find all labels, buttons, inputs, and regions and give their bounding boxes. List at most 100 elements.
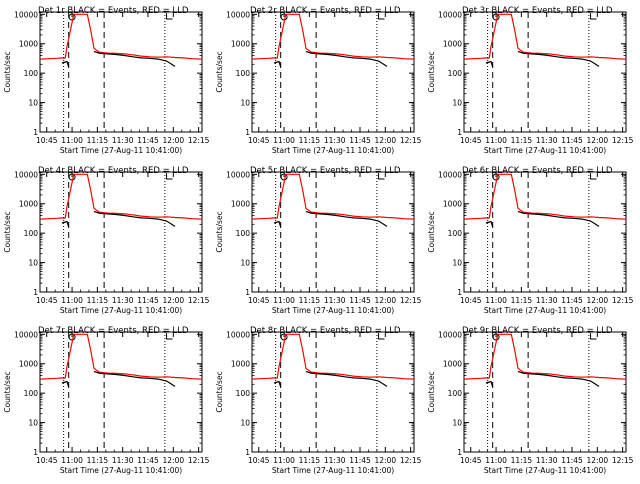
- bracket-marker: [590, 333, 597, 340]
- x-tick-label: 11:45: [561, 296, 583, 305]
- panel-title: Det 3r BLACK = Events, RED = LLD: [462, 6, 613, 16]
- x-tick-label: 10:45: [460, 456, 482, 465]
- series-lld-line: [464, 173, 626, 220]
- y-tick-label: 10: [452, 259, 462, 268]
- panel-1: Det 1r BLACK = Events, RED = LLD 1 10 100 10…: [3, 6, 210, 155]
- x-tick-label: 11:30: [324, 136, 346, 145]
- x-tick-label: 10:45: [248, 456, 270, 465]
- y-tick-label: 10000: [438, 170, 462, 179]
- y-tick-label: 100: [24, 229, 39, 238]
- series-lld-line: [40, 333, 202, 380]
- panel-6: Det 6r BLACK = Events, RED = LLD 1 10 100 10…: [427, 166, 634, 315]
- plot-frame: [251, 331, 415, 453]
- panel-5: Det 5r BLACK = Events, RED = LLD 1 10 100 10…: [215, 166, 422, 315]
- x-tick-label: 12:15: [612, 296, 634, 305]
- y-tick-label: 10000: [438, 10, 462, 19]
- x-tick-label: 12:15: [188, 456, 210, 465]
- x-tick-label: 12:15: [612, 136, 634, 145]
- y-axis-label: Counts/sec: [427, 371, 436, 412]
- series-lld-line: [40, 173, 202, 220]
- y-tick-label: 100: [236, 389, 251, 398]
- x-tick-label: 10:45: [460, 136, 482, 145]
- y-tick-label: 10: [240, 259, 250, 268]
- x-tick-label: 11:00: [61, 136, 83, 145]
- y-tick-label: 1000: [231, 40, 250, 49]
- x-tick-label: 10:45: [248, 136, 270, 145]
- x-tick-label: 12:00: [375, 296, 397, 305]
- x-tick-label: 11:30: [112, 456, 134, 465]
- x-tick-label: 11:45: [349, 136, 371, 145]
- series-events-line-1: [61, 220, 70, 228]
- x-tick-label: 11:45: [349, 296, 371, 305]
- x-tick-label: 10:45: [36, 456, 58, 465]
- x-tick-label: 11:00: [485, 456, 507, 465]
- plot-frame: [251, 171, 415, 293]
- x-tick-label: 11:30: [324, 456, 346, 465]
- series-events-line-2: [93, 210, 176, 227]
- panel-3: Det 3r BLACK = Events, RED = LLD 1 10 100 10…: [427, 6, 634, 155]
- y-tick-label: 100: [236, 69, 251, 78]
- y-tick-label: 1: [245, 128, 250, 137]
- y-tick-label: 100: [448, 69, 463, 78]
- y-tick-label: 1: [33, 128, 38, 137]
- x-tick-label: 12:00: [163, 136, 185, 145]
- x-tick-label: 11:15: [511, 136, 533, 145]
- plot-frame: [463, 331, 627, 453]
- bracket-marker: [378, 173, 385, 180]
- y-tick-label: 10000: [226, 10, 250, 19]
- plot-frame: [251, 11, 415, 133]
- y-tick-label: 10000: [14, 330, 38, 339]
- y-tick-label: 10: [240, 419, 250, 428]
- series-lld-line: [252, 333, 414, 380]
- series-events-line-1: [61, 380, 70, 388]
- panel-title: Det 7r BLACK = Events, RED = LLD: [38, 326, 189, 336]
- plot-frame: [39, 171, 203, 293]
- y-tick-label: 10000: [14, 170, 38, 179]
- y-tick-label: 1000: [19, 360, 38, 369]
- bracket-marker: [590, 173, 597, 180]
- panel-title: Det 6r BLACK = Events, RED = LLD: [462, 166, 613, 176]
- x-tick-label: 11:45: [137, 456, 159, 465]
- x-tick-label: 11:00: [61, 296, 83, 305]
- x-tick-label: 12:15: [188, 296, 210, 305]
- x-tick-label: 11:30: [536, 136, 558, 145]
- x-axis-label: Start Time (27-Aug-11 10:41:00): [484, 146, 606, 155]
- series-events-line-1: [273, 220, 282, 228]
- x-tick-label: 10:45: [36, 136, 58, 145]
- y-tick-label: 1: [33, 288, 38, 297]
- series-events-line-2: [305, 370, 388, 387]
- x-tick-label: 12:15: [400, 296, 422, 305]
- series-events-line-2: [305, 210, 388, 227]
- y-tick-label: 1000: [19, 200, 38, 209]
- bracket-marker: [166, 333, 173, 340]
- series-events-line-1: [273, 60, 282, 68]
- y-tick-label: 100: [24, 69, 39, 78]
- series-events-line-2: [517, 210, 600, 227]
- x-tick-label: 12:00: [375, 136, 397, 145]
- y-tick-label: 10: [452, 419, 462, 428]
- series-events-line-2: [305, 50, 388, 67]
- plot-frame: [463, 171, 627, 293]
- y-tick-label: 100: [448, 229, 463, 238]
- y-tick-label: 10: [452, 99, 462, 108]
- y-tick-label: 10: [240, 99, 250, 108]
- y-tick-label: 10000: [14, 10, 38, 19]
- x-tick-label: 11:30: [324, 296, 346, 305]
- x-tick-label: 12:15: [400, 456, 422, 465]
- y-axis-label: Counts/sec: [215, 51, 224, 92]
- x-tick-label: 11:15: [299, 456, 321, 465]
- x-tick-label: 11:00: [61, 456, 83, 465]
- y-tick-label: 1000: [19, 40, 38, 49]
- series-lld-line: [464, 13, 626, 60]
- panel-title: Det 4r BLACK = Events, RED = LLD: [38, 166, 189, 176]
- series-events-line-2: [517, 370, 600, 387]
- x-axis-label: Start Time (27-Aug-11 10:41:00): [60, 146, 182, 155]
- x-tick-label: 10:45: [36, 296, 58, 305]
- x-tick-label: 12:00: [163, 296, 185, 305]
- y-axis-label: Counts/sec: [215, 371, 224, 412]
- x-tick-label: 12:15: [188, 136, 210, 145]
- panel-2: Det 2r BLACK = Events, RED = LLD 1 10 100 10…: [215, 6, 422, 155]
- plot-frame: [39, 331, 203, 453]
- x-tick-label: 11:00: [485, 136, 507, 145]
